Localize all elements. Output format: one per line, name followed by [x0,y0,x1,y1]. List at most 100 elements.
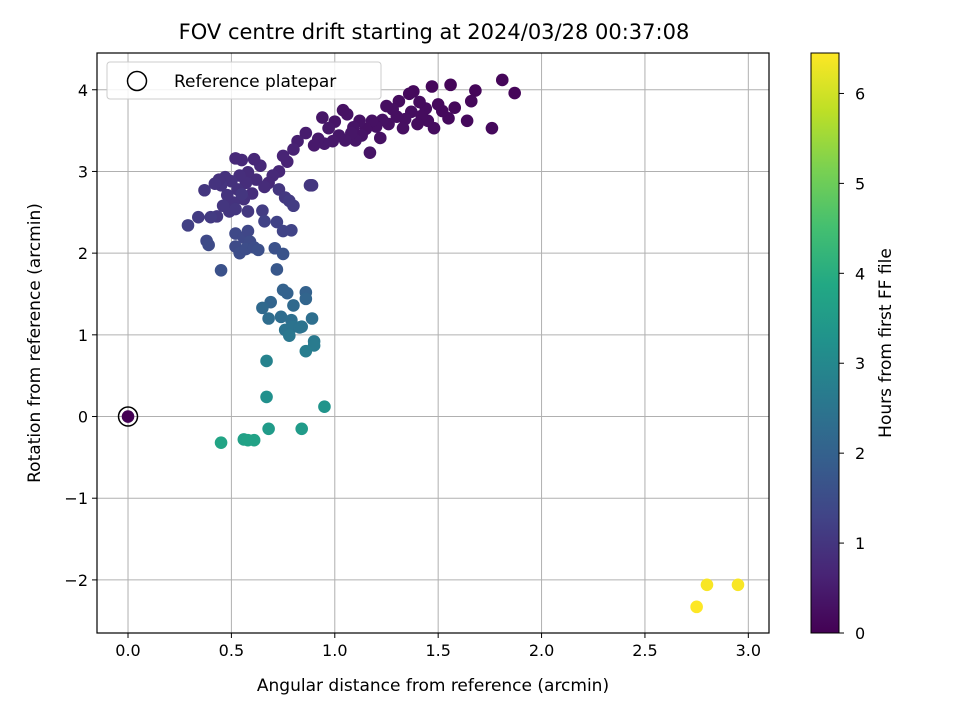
scatter-point [431,98,445,111]
scatter-point [214,263,228,277]
scatter-points [117,73,745,614]
legend-box [106,61,382,100]
legend-label: Reference platepar [174,72,336,92]
scatter-point [229,202,242,216]
colorbar-tick-label: 2 [855,444,865,463]
scatter-point [295,320,309,333]
scatter-point [260,390,273,404]
scatter-point [295,422,309,436]
x-tick-label: 3.0 [736,641,761,660]
scatter-point [121,410,135,423]
scatter-point [299,126,313,140]
x-tick-label: 2.5 [632,641,657,660]
scatter-point [402,87,416,101]
scatter-point [280,286,294,300]
scatter-point [241,224,255,238]
x-axis-ticks: 0.0 0.5 1.0 1.5 2.0 2.5 3.0 [115,633,761,660]
scatter-point [690,600,703,614]
y-axis-label: Rotation from reference (arcmin) [25,203,45,483]
plot-frame [96,52,770,634]
scatter-point [444,78,457,92]
colorbar-tick-label: 0 [855,624,865,643]
scatter-point [276,149,290,163]
scatter-point [198,183,211,197]
colorbar-tick-label: 3 [855,354,865,373]
scatter-point [411,117,424,131]
scatter-point [204,210,218,224]
scatter-point [260,354,273,368]
scatter-point [285,223,298,237]
scatter-point [251,243,265,257]
y-tick-label: 2 [78,244,88,263]
x-tick-label: 1.0 [322,641,347,660]
scatter-point [249,173,263,186]
scatter-point [305,312,319,325]
y-tick-label: 4 [78,81,88,100]
y-tick-label: −2 [64,571,88,590]
scatter-point [256,301,269,315]
scatter-point [262,312,275,325]
scatter-point [235,188,249,201]
scatter-point [373,131,387,145]
scatter-point [464,94,478,108]
x-tick-label: 2.0 [529,641,554,660]
scatter-point [425,80,439,93]
scatter-point [216,199,230,213]
y-tick-label: 3 [78,162,88,181]
scatter-point [192,210,205,224]
scatter-point [299,292,313,306]
colorbar-tick-label: 6 [855,84,865,103]
scatter-point [307,139,321,152]
scatter-point [396,121,410,135]
scatter-point [460,114,474,128]
y-tick-label: 0 [78,408,88,427]
scatter-point [700,578,714,592]
x-axis-label: Angular distance from reference (arcmin) [257,676,609,696]
scatter-point [508,86,521,100]
legend-marker [126,70,148,92]
colorbar-ticks: 0 1 2 3 4 5 6 [839,84,865,643]
scatter-point [316,111,329,124]
scatter-point [287,299,300,312]
colorbar-tick-label: 5 [855,174,865,193]
scatter-point [262,422,275,436]
scatter-point [247,433,261,447]
scatter-point [258,180,271,194]
x-tick-label: 1.5 [425,641,450,660]
scatter-point [181,219,195,232]
scatter-point [214,436,228,449]
scatter-point [287,199,300,213]
scatter-point [305,179,319,192]
scatter-point [363,146,377,159]
scatter-point [270,263,284,276]
scatter-point [469,84,482,97]
scatter-point [336,103,350,117]
legend: Reference platepar [106,61,382,100]
y-axis-ticks: −2 −1 0 1 2 3 4 [64,81,97,590]
scatter-point [485,121,499,135]
colorbar-tick-label: 1 [855,534,865,553]
reference-marker [117,406,139,427]
scatter-point [413,95,426,109]
x-tick-label: 0.5 [219,641,244,660]
colorbar-tick-label: 4 [855,264,865,283]
scatter-point [276,247,290,261]
scatter-point [220,188,234,202]
scatter-point [270,215,284,229]
scatter-point [287,143,300,156]
scatter-point [202,238,215,252]
scatter-point [258,214,271,228]
scatter-point [731,578,745,592]
scatter-point [229,152,242,165]
y-tick-label: −1 [64,489,88,508]
colorbar [810,52,840,634]
scatter-point [299,344,313,358]
scatter-point [448,101,462,115]
chart-title: FOV centre drift starting at 2024/03/28 … [179,20,690,44]
scatter-point [241,205,255,218]
scatter-point [380,99,393,113]
scatter-point [322,121,335,135]
y-tick-label: 1 [78,326,88,345]
